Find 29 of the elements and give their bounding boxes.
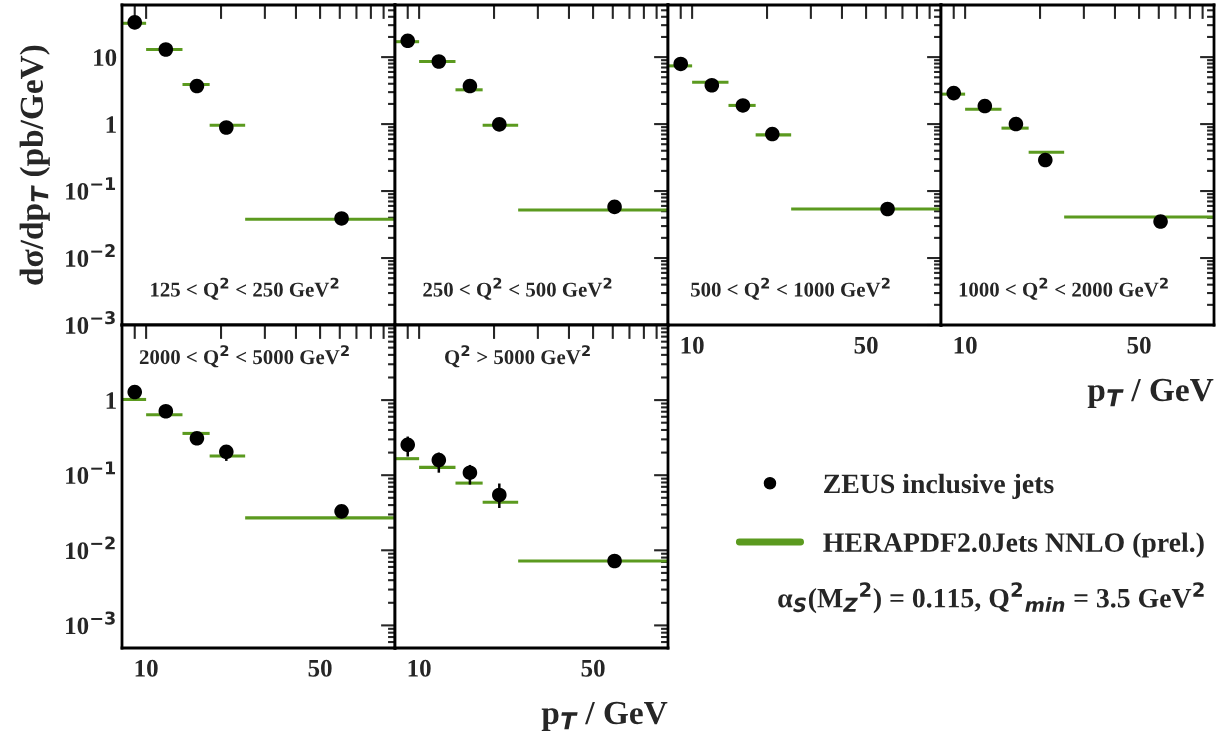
text: α$_{S}$(M$_{Z}$$^{2}$) = 0.115, Q$^{2}$$_{min}$ = 3.5 GeV$^{2}$ <box>778 582 1204 614</box>
x-tick-label: 10 <box>135 659 158 677</box>
annotation: 500 < Q$^{2}$ < 1000 GeV$^{2}$ <box>691 277 890 300</box>
x-tick-label: 10 <box>954 336 977 354</box>
annotation: Q$^{2}$ > 5000 GeV$^{2}$ <box>445 345 590 368</box>
annotation: 2000 < Q$^{2}$ < 5000 GeV$^{2}$ <box>139 345 349 368</box>
annotation: 250 < Q$^{2}$ < 500 GeV$^{2}$ <box>423 277 612 300</box>
x-tick-label: 50 <box>1127 336 1151 354</box>
y-tick-label: 1 <box>106 392 116 409</box>
x-tick-label: 50 <box>308 659 332 677</box>
y-tick-label: 10$^{−3}$ <box>66 611 115 635</box>
y-tick-label: 10$^{−2}$ <box>66 536 115 560</box>
x-tick-label: 10 <box>681 336 704 354</box>
x-axis-title: p$_{T}$ / GeV <box>1087 378 1214 408</box>
y-tick-label: 10$^{−3}$ <box>66 311 115 334</box>
annotation: 1000 < Q$^{2}$ < 2000 GeV$^{2}$ <box>959 277 1168 300</box>
x-tick-label: 50 <box>581 659 605 677</box>
legend-label: HERAPDF2.0Jets NNLO (prel.) <box>823 532 1204 558</box>
annotation: 125 < Q$^{2}$ < 250 GeV$^{2}$ <box>151 277 339 300</box>
x-tick-label: 10 <box>408 659 431 677</box>
legend-label: ZEUS inclusive jets <box>824 473 1054 499</box>
y-tick-label: 10$^{−1}$ <box>66 177 116 200</box>
x-axis-title: p$_{T}$ / GeV <box>541 701 668 731</box>
y-tick-label: 1 <box>106 116 116 133</box>
y-tick-label: 10$^{−1}$ <box>66 461 116 484</box>
y-axis-title: dσ/dp$_{T}$ (pb/GeV) <box>19 45 50 285</box>
y-tick-label: 10 <box>94 49 117 67</box>
y-tick-label: 10$^{−2}$ <box>66 244 115 267</box>
x-tick-label: 50 <box>854 336 878 354</box>
